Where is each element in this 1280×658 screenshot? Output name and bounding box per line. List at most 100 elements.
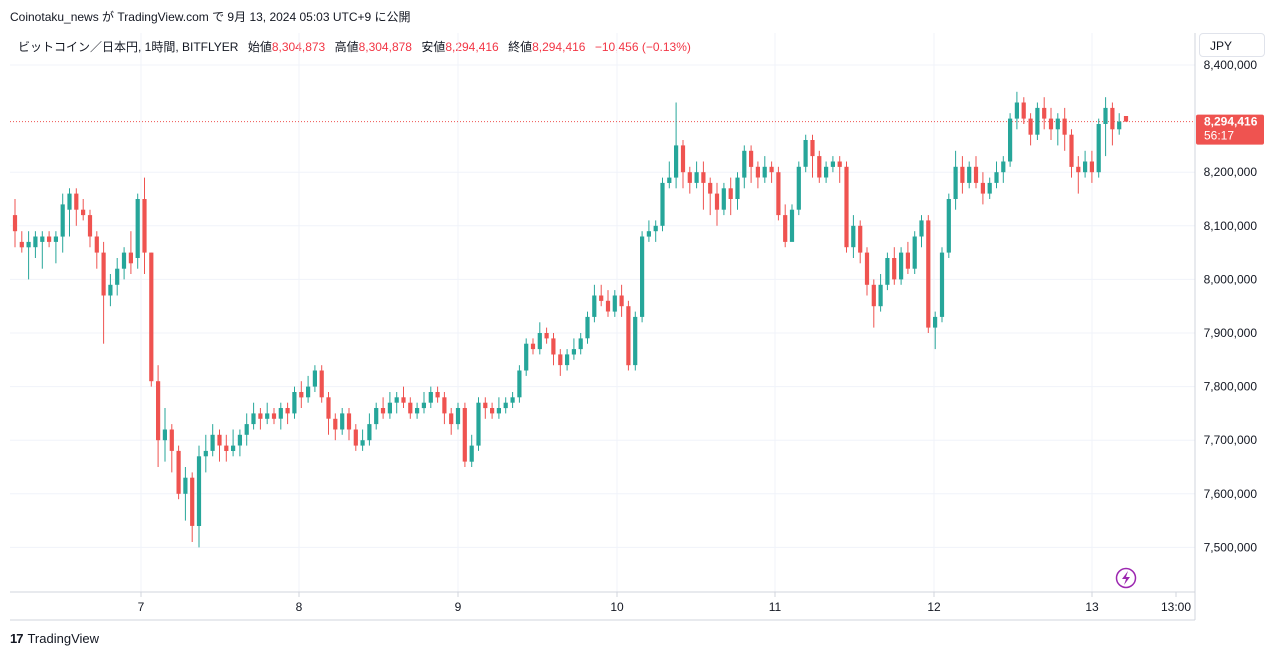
candle [994,161,999,189]
candle-body [694,172,699,183]
candle [47,231,52,248]
candles [12,91,1129,548]
candle [94,231,99,269]
candle [333,413,338,441]
candle [490,402,495,419]
price-axis-label: 8,200,000 [1204,165,1258,179]
candle [742,145,747,189]
candle [946,193,951,258]
candle [749,145,754,183]
candle [694,161,699,189]
candle [176,445,181,500]
candle-body [1083,161,1088,173]
candle-body [728,188,733,199]
candle-body [1110,107,1115,130]
candle-body [455,408,461,425]
candle-body [1096,124,1101,173]
candle-body [864,252,870,285]
candle [530,338,536,355]
candle-body [210,434,215,451]
candle-body [905,252,910,269]
candle-body [789,209,795,242]
candle [53,231,58,264]
candle-body [380,408,386,414]
candle [1021,97,1026,124]
candle [674,102,679,189]
price-axis-label: 8,400,000 [1204,58,1258,72]
candle [326,392,331,435]
candle [510,392,515,408]
candle-body [653,225,658,232]
lightning-icon[interactable] [1115,567,1137,589]
candle-body [899,252,904,280]
candle [565,349,570,371]
candle-body [687,172,692,183]
candle [1014,91,1019,130]
candle [74,188,79,226]
candle-body [121,252,127,269]
currency-button[interactable]: JPY [1199,33,1265,57]
candle-body [196,456,202,526]
candle-body [496,408,501,414]
candle [980,172,985,205]
candle-body [571,349,576,355]
candle-body [312,370,317,387]
candle-body [1117,121,1122,130]
candle [1069,129,1074,178]
candle [755,161,760,189]
candle-body [190,477,195,526]
candle [142,177,147,274]
low-label: 安値 [421,40,446,54]
candle-body [830,161,835,167]
candle [864,247,870,296]
tradingview-logo[interactable]: 17 TradingView [10,631,99,646]
candle [1089,150,1094,183]
candle [251,402,256,430]
candle [285,402,290,425]
candle-body [960,166,965,183]
candle-body [640,236,645,317]
candle [776,166,781,221]
price-axis-label: 7,500,000 [1204,540,1258,554]
candle [578,333,583,355]
candle-countdown: 56:17 [1204,129,1234,143]
candle [428,386,433,408]
candle-body [462,408,467,462]
candle [667,161,672,189]
candle-body [156,381,161,441]
candle [244,413,249,446]
candle-body [271,413,277,419]
symbol-name[interactable]: ビットコイン／日本円, 1時間, BITFLYER [18,40,239,54]
time-axis[interactable]: 7 8 9 10 11 12 13 13:00 [138,592,1192,614]
candle-body [742,150,747,178]
candle [599,284,604,307]
price-axis[interactable]: 8,400,000 8,200,000 8,100,000 8,000,000 7,90… [1204,58,1258,554]
candle [203,434,208,473]
candle [299,381,304,408]
candle [858,220,863,264]
candle [1062,107,1067,151]
candle-body [60,204,65,237]
candle [789,204,795,242]
candle [360,429,365,451]
candle [346,408,352,441]
candle-body [408,402,413,414]
candle [108,274,113,307]
candle [830,156,835,173]
candle-body [708,182,713,194]
candle-body [1069,134,1074,167]
candle-body [646,231,651,237]
candle [503,397,508,414]
candle-body [1014,102,1019,119]
candle-body [633,316,638,366]
candle [1103,97,1108,157]
candle-body [973,166,979,183]
candle-body [1048,118,1054,130]
candle-body [987,182,992,194]
candle [633,311,638,371]
candle [1055,113,1060,146]
high-label: 高値 [334,40,359,54]
candle [306,375,311,403]
candle-body [142,199,147,253]
